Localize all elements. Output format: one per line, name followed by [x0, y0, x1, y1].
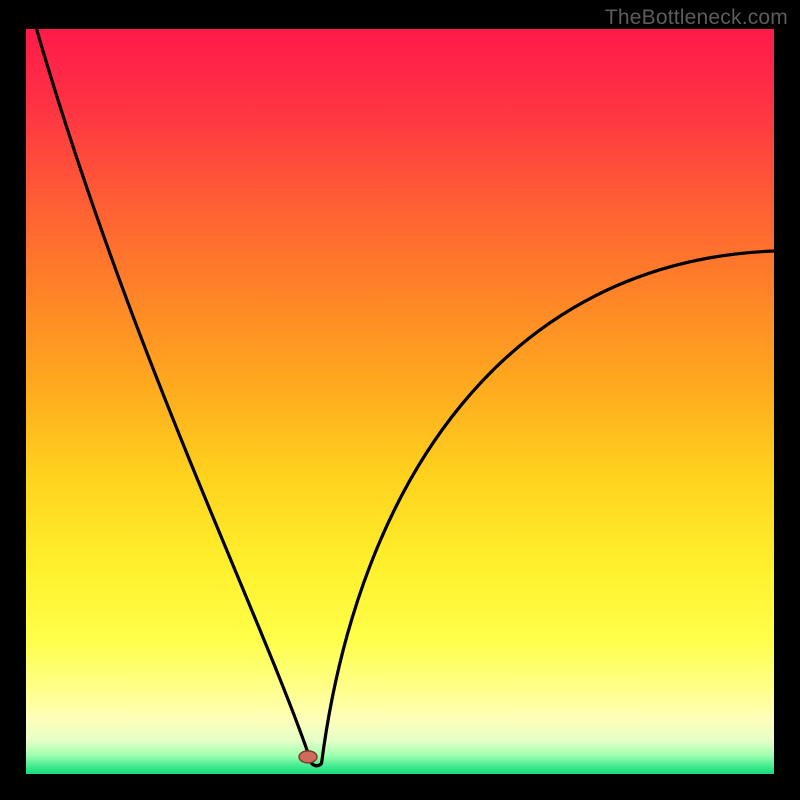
bottleneck-chart	[0, 0, 800, 800]
watermark-text: TheBottleneck.com	[605, 6, 788, 30]
frame-border	[0, 0, 26, 800]
frame-border	[774, 0, 800, 800]
frame-border	[0, 774, 800, 800]
plot-background-gradient	[26, 29, 774, 774]
optimal-point-marker	[299, 751, 317, 763]
